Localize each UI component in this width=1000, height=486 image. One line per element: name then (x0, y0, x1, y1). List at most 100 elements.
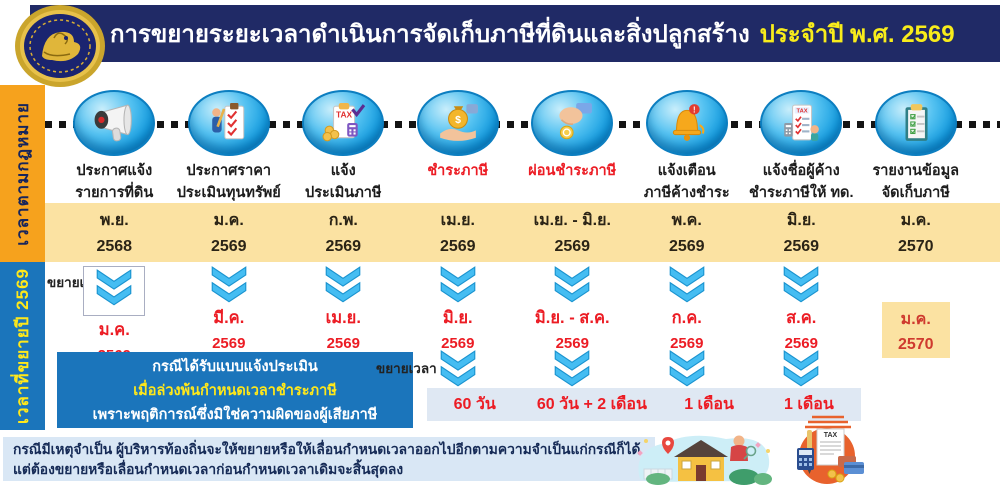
ministry-seal-logo (15, 5, 105, 87)
step-installment: ผ่อนชำระภาษี (515, 90, 630, 205)
chevron-down-icon (96, 269, 132, 306)
footer-note-line1: กรณีมีเหตุจำเป็น ผู้บริหารท้องถิ่นจะให้ข… (13, 442, 641, 457)
step-label: รายงานข้อมูล จัดเก็บภาษี (872, 161, 959, 205)
statutory-month: ม.ค. (213, 212, 244, 229)
assessment-note-line1: กรณีได้รับแบบแจ้งประเมิน (152, 358, 318, 375)
appraisal-checklist-icon (211, 103, 244, 140)
step-icon-circle (187, 90, 270, 156)
extension-duration-bar: 60 วัน 60 วัน + 2 เดือน 1 เดือน 1 เดือน (427, 388, 861, 421)
step-label-line1: ประกาศราคา (186, 163, 272, 179)
statutory-year: 2568 (96, 238, 133, 255)
statutory-month: พ.ย. (99, 212, 129, 229)
extended-month: มิ.ย. - ส.ค. (534, 309, 610, 327)
extended-month-cell: มิ.ย. 2569 (401, 266, 516, 364)
step-label-line2: ภาษีค้างชำระ (643, 184, 730, 201)
selection-box (83, 266, 146, 316)
installment-icon (559, 103, 593, 140)
step-announce-land: ประกาศแจ้ง รายการที่ดิน (57, 90, 172, 205)
chevron-down-icon (211, 266, 247, 303)
chevron-down-icon (440, 350, 476, 387)
extended-month: ก.ค. (671, 309, 702, 327)
duration-installment: 60 วัน + 2 เดือน (536, 396, 647, 413)
step-label: ชำระภาษี (427, 161, 488, 183)
statutory-month-cell: เม.ย. - มิ.ย. 2569 (515, 208, 630, 256)
extended-year: 2570 (897, 335, 934, 353)
extended-month-cell: ม.ค. 2570 (859, 266, 974, 364)
empty-cell (286, 350, 401, 388)
step-label-line2: ประเมินภาษี (305, 184, 382, 201)
step-icon-circle (531, 90, 614, 156)
extended-month: มิ.ย. (442, 309, 473, 327)
statutory-months-row: พ.ย. 2568 ม.ค. 2569 ก.พ. 2569 เม.ย. 2569… (57, 208, 973, 256)
extended-month: มี.ค. (213, 309, 245, 327)
step-collection-report: รายงานข้อมูล จัดเก็บภาษี (859, 90, 974, 205)
extension-chevron-cell (630, 350, 745, 388)
statutory-year: 2569 (439, 238, 476, 255)
report-icon (905, 104, 928, 141)
step-label: ประกาศราคา ประเมินทุนทรัพย์ (177, 161, 281, 205)
megaphone-icon (94, 104, 133, 142)
extended-month: ม.ค. (98, 321, 130, 339)
extended-month-cell: ก.ค. 2569 (630, 266, 745, 364)
pay-tax-icon: $ (439, 104, 478, 141)
overdue-bell-icon: ! (672, 104, 705, 141)
extended-year: 2569 (326, 335, 360, 352)
header-bar: การขยายระยะเวลาดำเนินการจัดเก็บภาษีที่ดิ… (30, 5, 1000, 62)
extend-time-label-2: ขยายเวลา (376, 361, 437, 376)
svg-text:TAX: TAX (824, 432, 838, 439)
statutory-year: 2570 (897, 238, 934, 255)
extension-chevron-cell (744, 350, 859, 388)
page-title: การขยายระยะเวลาดำเนินการจัดเก็บภาษีที่ดิ… (110, 21, 750, 48)
extended-year: 2569 (555, 335, 589, 352)
step-overdue-reminder: ! แจ้งเตือน ภาษีค้างชำระ (630, 90, 745, 205)
step-label: ประกาศแจ้ง รายการที่ดิน (75, 161, 153, 205)
step-label-line1: แจ้ง (330, 163, 356, 179)
statutory-month-cell: พ.ค. 2569 (630, 208, 745, 256)
step-icon-circle: TAX (760, 90, 843, 156)
statutory-month-cell: มิ.ย. 2569 (744, 208, 859, 256)
footer-note-box: กรณีมีเหตุจำเป็น ผู้บริหารท้องถิ่นจะให้ข… (3, 437, 655, 481)
jan-2570-box: ม.ค. 2570 (881, 302, 950, 358)
assessment-note-line3: เพราะพฤติการณ์ซึ่งมิใช่ความผิดของผู้เสีย… (92, 406, 378, 423)
extension-chevron-cell (515, 350, 630, 388)
empty-cell (57, 350, 172, 388)
assessment-note-box: กรณีได้รับแบบแจ้งประเมิน เมื่อล่วงพ้นกำห… (57, 352, 413, 428)
statutory-month: เม.ย. (440, 212, 475, 229)
extended-month-cell: มิ.ย. - ส.ค. 2569 (515, 266, 630, 364)
statutory-year: 2569 (210, 238, 247, 255)
extended-year: 2569 (441, 335, 475, 352)
statutory-month-bar (45, 203, 1000, 262)
chevron-down-icon (554, 266, 590, 303)
step-label: แจ้งชื่อผู้ค้าง ชำระภาษีให้ ทด. (749, 161, 854, 205)
extended-year: 2569 (212, 335, 246, 352)
statutory-month: ม.ค. (900, 212, 931, 229)
extended-months-row: ม.ค. 2569 มี.ค. 2569 เม.ย. 2569 มิ.ย. (57, 266, 973, 364)
statutory-month-cell: เม.ย. 2569 (401, 208, 516, 256)
statutory-year: 2569 (554, 238, 591, 255)
extended-year: 2569 (784, 335, 818, 352)
step-icon-circle (73, 90, 156, 156)
duration-reminder: 1 เดือน (684, 396, 734, 413)
svg-text:$: $ (455, 114, 461, 126)
step-pay-tax: $ ชำระภาษี (401, 90, 516, 205)
step-label-line1: ผ่อนชำระภาษี (528, 163, 617, 179)
assessment-note-line2: เมื่อล่วงพ้นกำหนดเวลาชำระภาษี (133, 382, 337, 399)
statutory-month: พ.ค. (671, 212, 702, 229)
step-label: ผ่อนชำระภาษี (528, 161, 616, 183)
chevron-down-icon (783, 350, 819, 387)
extended-month-cell: มี.ค. 2569 (172, 266, 287, 364)
statutory-month-cell: ม.ค. 2569 (172, 208, 287, 256)
chevron-down-icon (325, 266, 361, 303)
statutory-month: มิ.ย. (786, 212, 816, 229)
extended-month: ม.ค. (900, 310, 931, 328)
statutory-year: 2569 (668, 238, 705, 255)
sidebar-legal-label: เวลาตามกฎหมาย (13, 101, 32, 246)
step-label: แจ้งเตือน ภาษีค้างชำระ (644, 161, 730, 205)
chevron-down-icon (783, 266, 819, 303)
chevron-down-icon (669, 266, 705, 303)
step-tax-assessment: TAX แจ้ง ประเมินภาษี (286, 90, 401, 205)
extended-month-cell: ส.ค. 2569 (744, 266, 859, 364)
step-label-line1: ชำระภาษี (427, 163, 489, 179)
svg-text:TAX: TAX (797, 109, 808, 115)
